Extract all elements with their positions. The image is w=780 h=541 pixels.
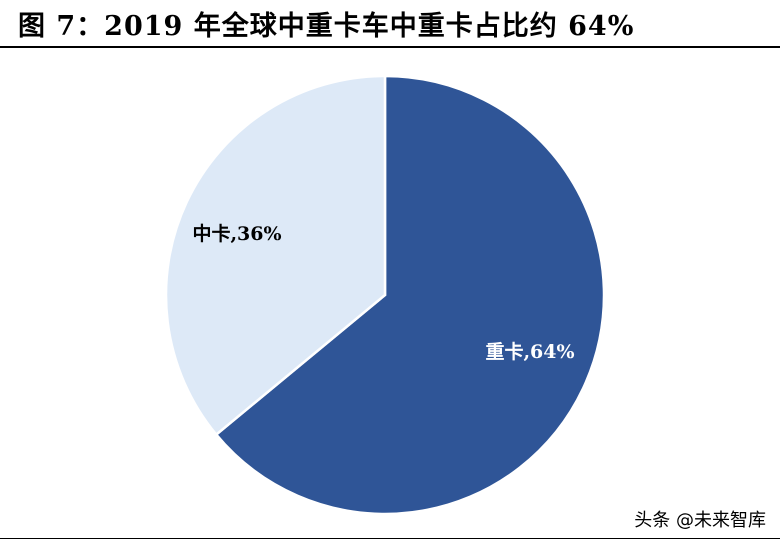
pie-slice-heavy-truck [214,74,606,516]
watermark: 头条 @未来智库 [634,510,766,531]
figure-title: 图 7：2019 年全球中重卡车中重卡占比约 64% [18,11,635,42]
slice-label-heavy-truck: 重卡,64% [485,340,574,363]
title-divider [0,46,780,48]
pie-slice-medium-truck [164,74,387,437]
bottom-divider [0,538,780,539]
slice-label-medium-truck: 中卡,36% [192,222,281,245]
